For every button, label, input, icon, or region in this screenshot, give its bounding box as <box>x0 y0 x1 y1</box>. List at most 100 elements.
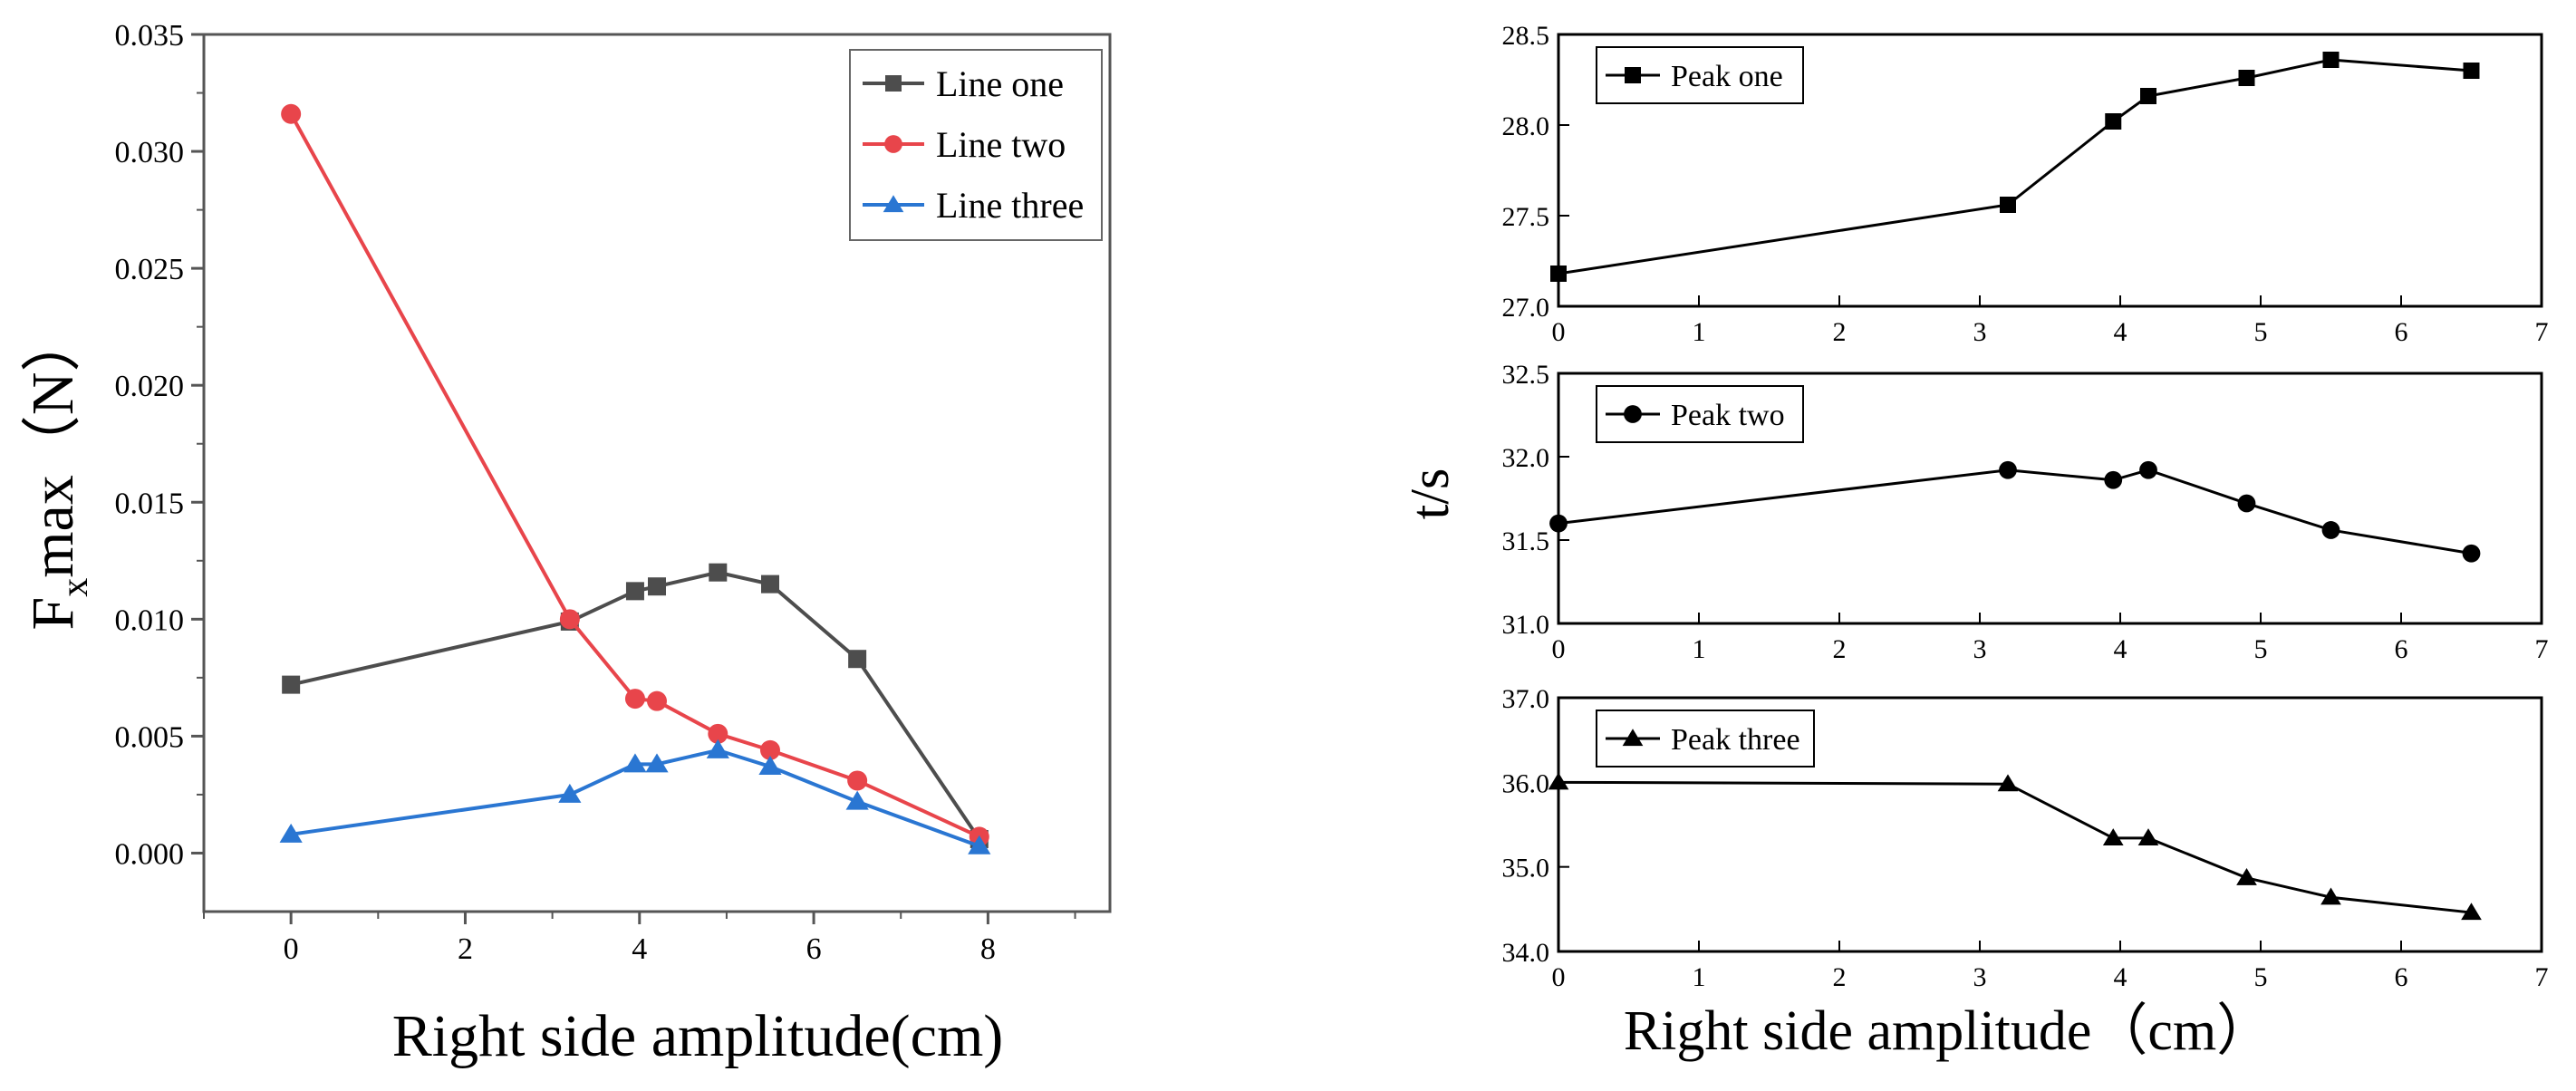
right-data-point <box>1997 774 2019 792</box>
right-data-point <box>2320 887 2341 905</box>
right-panel-3: 34.0 35.0 36.0 37.0 0 1 2 3 4 5 6 7 Peak three <box>1502 684 2549 992</box>
left-xtick-label: 0 <box>284 932 299 966</box>
left-legend-label: Line one <box>936 63 1064 104</box>
left-data-point <box>645 753 669 773</box>
right-ytick-label: 28.0 <box>1502 111 1550 141</box>
right-panel-frame <box>1557 696 2543 953</box>
left-data-point <box>760 739 780 760</box>
right-ytick-label: 34.0 <box>1502 938 1550 968</box>
right-data-point <box>2104 470 2123 489</box>
right-xtick-label: 3 <box>1973 317 1987 347</box>
left-xlabel: Right side amplitude(cm) <box>392 1003 1004 1069</box>
right-data-point <box>1548 772 1569 790</box>
right-xtick-label: 4 <box>2114 317 2127 347</box>
left-legend-label: Line two <box>936 124 1066 165</box>
left-data-point <box>559 609 580 630</box>
right-legend-label: Peak three <box>1671 723 1800 757</box>
right-data-point <box>2102 828 2124 846</box>
left-ytick-label: 0.010 <box>115 603 185 637</box>
right-panel-2: 31.0 31.5 32.0 32.5 0 1 2 3 4 5 6 7 Peak two <box>1502 360 2549 664</box>
left-data-point <box>624 689 645 710</box>
left-ytick-label: 0.015 <box>115 487 185 520</box>
left-ytick-label: 0.020 <box>115 370 185 403</box>
right-data-point <box>2463 63 2480 79</box>
left-data-point <box>623 753 647 773</box>
right-xtick-label: 4 <box>2114 634 2127 664</box>
left-series-line <box>290 748 980 848</box>
right-xtick-label: 0 <box>1552 962 1566 992</box>
left-data-point <box>282 675 301 694</box>
right-series-line <box>1558 780 2472 914</box>
right-data-point <box>2321 521 2340 539</box>
right-legend-label: Peak two <box>1671 399 1785 432</box>
right-ytick-label: 31.0 <box>1502 610 1550 640</box>
right-data-point <box>2105 113 2122 130</box>
right-chart: 27.0 27.5 28.0 28.5 0 1 2 3 4 5 6 7 Peak one 31.0 31.5… <box>1400 21 2549 1062</box>
left-ylabel: Fxmax（N） <box>20 312 96 630</box>
left-ticks: 0.000 0.005 0.010 0.015 0.020 0.025 0.030 0.035… <box>115 19 1076 966</box>
right-data-point <box>1550 266 1567 282</box>
left-series-line <box>289 112 980 839</box>
right-data-point <box>2236 868 2257 885</box>
left-legend-marker <box>883 195 904 213</box>
left-data-point <box>279 823 303 843</box>
right-panels: 27.0 27.5 28.0 28.5 0 1 2 3 4 5 6 7 Peak one 31.0 31.5… <box>1502 21 2549 992</box>
right-xtick-label: 0 <box>1552 634 1566 664</box>
right-ytick-label: 27.0 <box>1502 293 1550 323</box>
right-data-point <box>1999 460 2017 479</box>
right-xtick-label: 6 <box>2395 317 2408 347</box>
right-xtick-label: 3 <box>1973 962 1987 992</box>
right-ytick-label: 27.5 <box>1502 202 1550 232</box>
left-data-point <box>281 103 302 124</box>
left-ylabel-rest: max（N） <box>20 312 86 577</box>
right-data-point <box>2137 828 2159 846</box>
right-data-point <box>2140 88 2156 104</box>
left-plot-frame <box>202 33 1112 913</box>
left-data-point <box>706 739 729 758</box>
right-legend-marker <box>1622 729 1644 747</box>
right-xtick-label: 1 <box>1693 317 1706 347</box>
left-data-point <box>709 563 728 582</box>
left-data-point <box>847 770 868 791</box>
right-data-point <box>2000 197 2016 213</box>
right-data-point <box>1549 514 1568 533</box>
right-legend-marker <box>1625 67 1641 83</box>
right-panel-1: 27.0 27.5 28.0 28.5 0 1 2 3 4 5 6 7 Peak one <box>1502 21 2549 347</box>
right-xtick-label: 1 <box>1693 962 1706 992</box>
right-data-point <box>2461 903 2482 921</box>
left-data-point <box>758 755 782 775</box>
left-legend: Line one Line two Line three <box>849 49 1103 241</box>
right-xtick-label: 7 <box>2535 634 2549 664</box>
right-xtick-label: 0 <box>1552 317 1566 347</box>
right-ytick-label: 28.5 <box>1502 21 1550 51</box>
right-ytick-label: 31.5 <box>1502 526 1550 556</box>
left-xtick-label: 4 <box>632 932 647 966</box>
right-xtick-label: 3 <box>1973 634 1987 664</box>
left-series-line <box>290 570 981 841</box>
left-xtick-label: 2 <box>458 932 473 966</box>
left-legend-marker <box>884 135 902 153</box>
left-ytick-label: 0.025 <box>115 253 185 286</box>
right-panel-frame <box>1557 33 2543 308</box>
left-ylabel-sub: x <box>54 578 96 597</box>
right-xtick-label: 7 <box>2535 317 2549 347</box>
left-xtick-label: 6 <box>806 932 822 966</box>
right-ylabel: t/s <box>1400 468 1460 520</box>
right-xtick-label: 6 <box>2395 962 2408 992</box>
left-series <box>279 103 991 854</box>
right-ytick-label: 32.0 <box>1502 443 1550 473</box>
left-chart: 0.000 0.005 0.010 0.015 0.020 0.025 0.030 0.035… <box>20 19 1112 1069</box>
right-data-point <box>2462 544 2481 563</box>
left-data-point <box>848 650 867 669</box>
left-data-point <box>558 783 582 803</box>
left-ylabel-main: F <box>20 597 86 631</box>
right-data-point <box>2322 52 2340 68</box>
right-xtick-label: 1 <box>1693 634 1706 664</box>
left-ytick-label: 0.000 <box>115 837 185 871</box>
right-xtick-label: 5 <box>2254 634 2268 664</box>
right-xtick-label: 6 <box>2395 634 2408 664</box>
right-xtick-label: 2 <box>1833 962 1847 992</box>
right-xtick-label: 2 <box>1833 634 1847 664</box>
right-xtick-label: 4 <box>2114 962 2127 992</box>
